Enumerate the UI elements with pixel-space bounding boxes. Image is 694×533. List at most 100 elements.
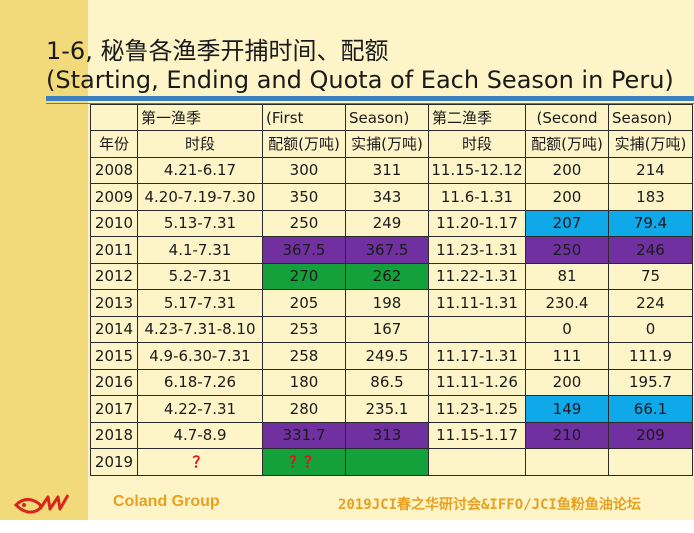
data-cell: 11.23-1.31 [428, 236, 526, 264]
year-cell: 2017 [90, 395, 138, 423]
data-cell: 198 [345, 289, 429, 317]
data-cell: 79.4 [608, 209, 693, 237]
header-row-columns: 年份 时段 配额(万吨) 实捕(万吨) 时段 配额(万吨) 实捕(万吨) [90, 130, 693, 158]
data-cell: 280 [262, 395, 346, 423]
data-cell: 167 [345, 315, 429, 343]
data-cell: 11.11-1.26 [428, 368, 526, 396]
table-body: 第一渔季 (First Season) 第二渔季 (Second Season)… [90, 104, 693, 476]
data-cell: 253 [262, 315, 346, 343]
header-cell: 配额(万吨) [525, 130, 609, 158]
table-row: 2019？？？ [90, 448, 693, 476]
data-cell: 4.1-7.31 [137, 236, 263, 264]
data-cell: 5.2-7.31 [137, 262, 263, 290]
data-cell [608, 448, 693, 476]
data-cell: 183 [608, 183, 693, 211]
table-row: 2018 4.7-8.9 331.7 313 11.15-1.17 210 209 [90, 421, 693, 449]
table-row: 2015 4.9-6.30-7.31 258 249.5 11.17-1.31 111 11… [90, 342, 693, 370]
data-cell: 210 [525, 421, 609, 449]
slide: 1-6, 秘鲁各渔季开捕时间、配额 (Starting, Ending and … [0, 0, 694, 520]
table-row: 2013 5.17-7.31 205 198 11.11-1.31 230.4 224 [90, 289, 693, 317]
title-rule-thin [46, 103, 694, 104]
data-cell: 209 [608, 421, 693, 449]
data-cell: 4.23-7.31-8.10 [137, 315, 263, 343]
data-cell: 0 [525, 315, 609, 343]
data-cell: 11.23-1.25 [428, 395, 526, 423]
title-rule-thick [46, 96, 694, 101]
table-row: 2010 5.13-7.31 250 249 11.20-1.17 207 79.4 [90, 209, 693, 237]
data-cell: 4.22-7.31 [137, 395, 263, 423]
year-cell: 2011 [90, 236, 138, 264]
data-cell: 6.18-7.26 [137, 368, 263, 396]
data-cell: 200 [525, 183, 609, 211]
data-cell: 81 [525, 262, 609, 290]
year-cell: 2015 [90, 342, 138, 370]
data-cell: 262 [345, 262, 429, 290]
data-cell: 75 [608, 262, 693, 290]
forum-name: 2019JCI春之华研讨会&IFFO/JCI鱼粉鱼油论坛 [338, 497, 641, 513]
data-cell: 367.5 [345, 236, 429, 264]
data-cell: 149 [525, 395, 609, 423]
data-cell: 250 [525, 236, 609, 264]
data-cell: 235.1 [345, 395, 429, 423]
data-cell: 230.4 [525, 289, 609, 317]
data-cell: 207 [525, 209, 609, 237]
data-cell: 5.17-7.31 [137, 289, 263, 317]
year-cell: 2016 [90, 368, 138, 396]
header-cell: 第一渔季 [137, 104, 263, 131]
data-cell: 4.21-6.17 [137, 156, 263, 184]
header-cell: (First [262, 104, 346, 131]
data-cell: 200 [525, 368, 609, 396]
data-cell: 214 [608, 156, 693, 184]
header-cell: 时段 [428, 130, 526, 158]
slide-title: 1-6, 秘鲁各渔季开捕时间、配额 (Starting, Ending and … [46, 37, 694, 95]
data-cell: 205 [262, 289, 346, 317]
data-cell: 343 [345, 183, 429, 211]
data-cell: 180 [262, 368, 346, 396]
data-cell [525, 448, 609, 476]
header-cell: Season) [345, 104, 429, 131]
table-row: 2017 4.22-7.31 280 235.1 11.23-1.25 149 66.1 [90, 395, 693, 423]
data-cell: 249 [345, 209, 429, 237]
header-row-season: 第一渔季 (First Season) 第二渔季 (Second Season) [90, 104, 693, 131]
data-cell: 313 [345, 421, 429, 449]
data-cell: 11.17-1.31 [428, 342, 526, 370]
year-cell: 2010 [90, 209, 138, 237]
table-row: 2011 4.1-7.31 367.5 367.5 11.23-1.31 250 246 [90, 236, 693, 264]
season-quota-table: 第一渔季 (First Season) 第二渔季 (Second Season)… [90, 104, 693, 476]
data-cell: 11.15-12.12 [428, 156, 526, 184]
header-cell: 第二渔季 [428, 104, 526, 131]
table-row: 2016 6.18-7.26 180 86.5 11.11-1.26 200 195.7 [90, 368, 693, 396]
data-cell: ？ [137, 448, 263, 476]
data-cell [345, 448, 429, 476]
header-cell: 实捕(万吨) [345, 130, 429, 158]
data-cell: 246 [608, 236, 693, 264]
data-cell: 331.7 [262, 421, 346, 449]
footer-bar: Coland Group 2019JCI春之华研讨会&IFFO/JCI鱼粉鱼油论… [0, 485, 694, 520]
data-cell: 224 [608, 289, 693, 317]
year-cell: 2013 [90, 289, 138, 317]
year-cell: 2012 [90, 262, 138, 290]
data-cell: 11.6-1.31 [428, 183, 526, 211]
data-cell: 350 [262, 183, 346, 211]
data-cell: 4.7-8.9 [137, 421, 263, 449]
year-cell: 2019 [90, 448, 138, 476]
company-name: Coland Group [113, 493, 220, 510]
data-cell: 11.11-1.31 [428, 289, 526, 317]
data-cell: 249.5 [345, 342, 429, 370]
data-cell: 270 [262, 262, 346, 290]
header-cell: 时段 [137, 130, 263, 158]
year-cell: 2018 [90, 421, 138, 449]
year-cell: 2009 [90, 183, 138, 211]
data-cell: 5.13-7.31 [137, 209, 263, 237]
table-row: 2012 5.2-7.31 270 262 11.22-1.31 81 75 [90, 262, 693, 290]
data-cell [428, 448, 526, 476]
table-row: 2014 4.23-7.31-8.10 253 167 0 0 [90, 315, 693, 343]
data-cell: 11.22-1.31 [428, 262, 526, 290]
header-cell: 配额(万吨) [262, 130, 346, 158]
data-cell: 4.9-6.30-7.31 [137, 342, 263, 370]
title-english: (Starting, Ending and Quota of Each Seas… [46, 66, 674, 94]
data-cell [428, 315, 526, 343]
data-cell: 11.20-1.17 [428, 209, 526, 237]
data-cell: 11.15-1.17 [428, 421, 526, 449]
data-cell: 0 [608, 315, 693, 343]
